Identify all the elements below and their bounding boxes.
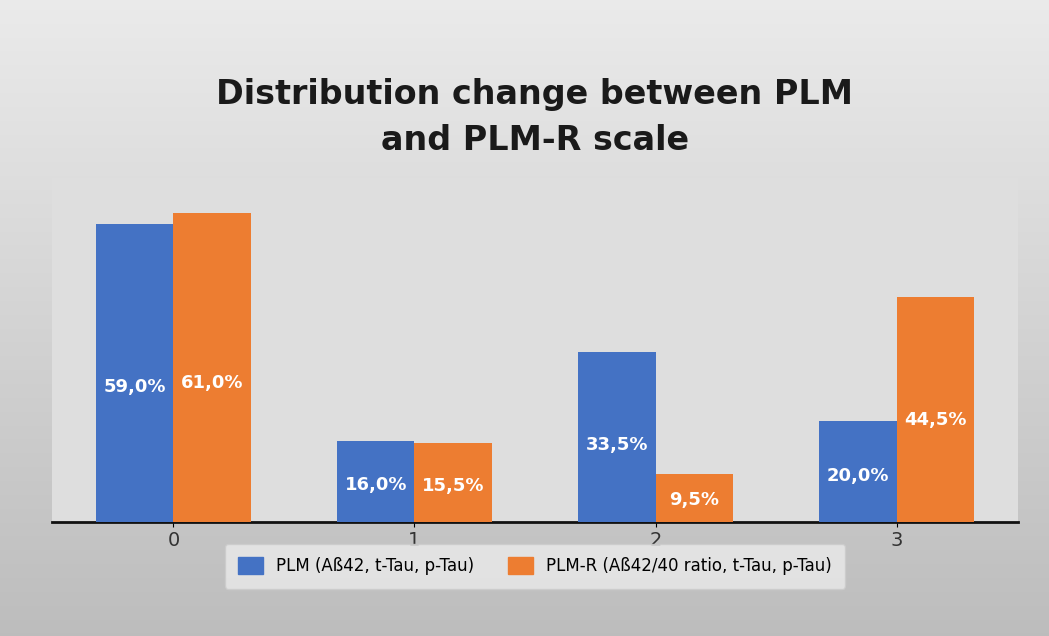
Text: 20,0%: 20,0% (827, 467, 890, 485)
Bar (897, 297, 973, 522)
Text: 33,5%: 33,5% (585, 436, 648, 454)
Bar (414, 443, 492, 522)
Text: 61,0%: 61,0% (180, 374, 243, 392)
Bar (338, 441, 414, 522)
Text: 44,5%: 44,5% (904, 411, 966, 429)
Bar (578, 352, 656, 522)
Text: 16,0%: 16,0% (345, 476, 407, 494)
Bar (97, 223, 173, 522)
Bar (173, 214, 251, 522)
Text: 15,5%: 15,5% (422, 477, 485, 495)
Text: 9,5%: 9,5% (669, 491, 719, 509)
Bar (656, 474, 732, 522)
Title: Distribution change between PLM
and PLM-R scale: Distribution change between PLM and PLM-… (216, 78, 854, 157)
Bar (819, 420, 897, 522)
Legend: PLM (Aß42, t-Tau, p-Tau), PLM-R (Aß42/40 ratio, t-Tau, p-Tau): PLM (Aß42, t-Tau, p-Tau), PLM-R (Aß42/40… (224, 544, 845, 589)
Text: 59,0%: 59,0% (104, 378, 166, 396)
